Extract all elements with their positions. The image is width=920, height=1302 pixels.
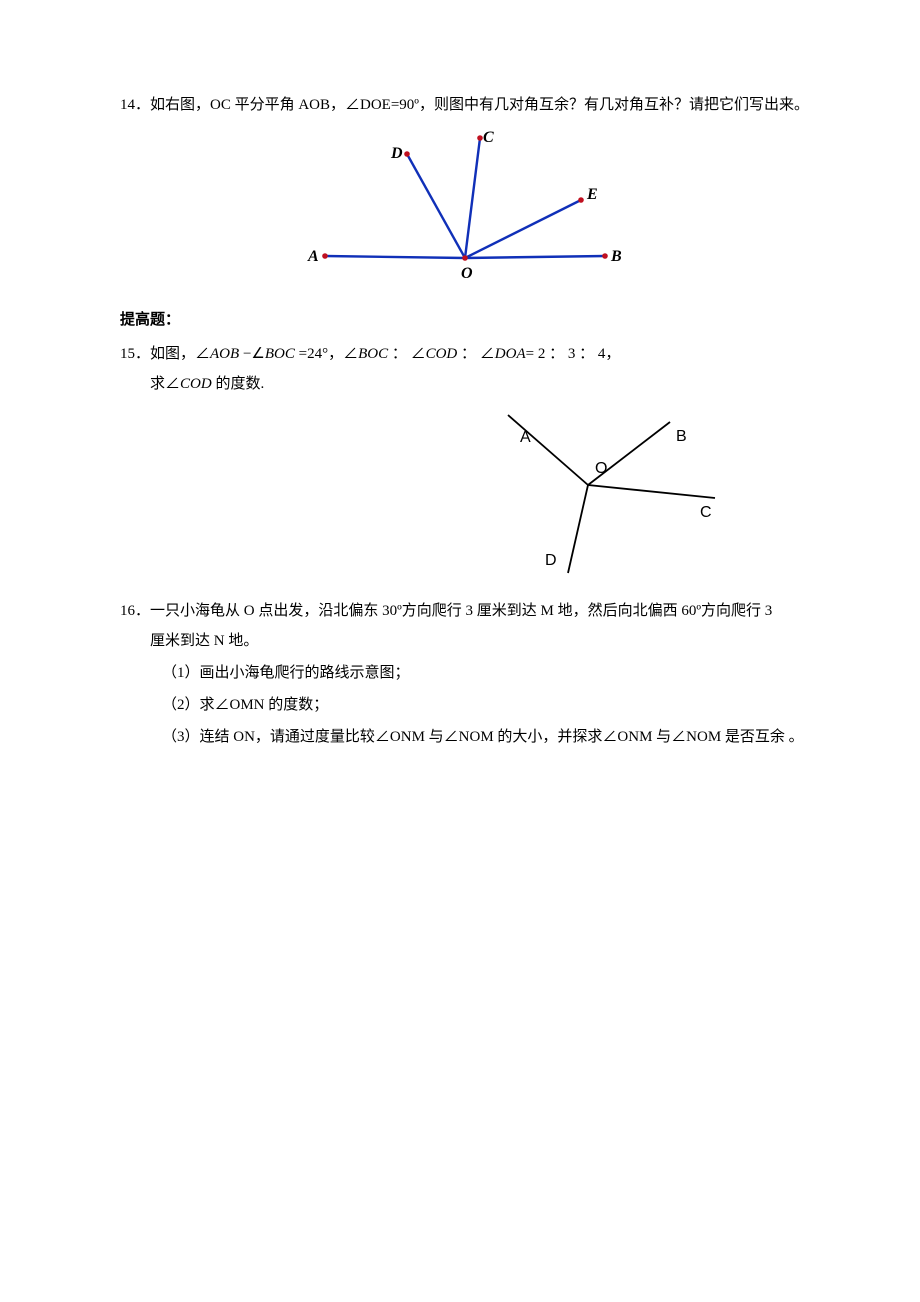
svg-text:B: B <box>610 248 622 265</box>
question-14: 14．如右图，OC 平分平角 AOB，∠DOE=90º，则图中有几对角互余？有几… <box>120 90 810 120</box>
q15-t5: ： ∠ <box>457 346 495 362</box>
q15-line1: 15．如图，∠AOB −∠BOC =24°，∠BOC ： ∠COD ： ∠DOA… <box>120 339 810 369</box>
figure-15: A B C D O <box>120 405 810 586</box>
q15-aob: AOB <box>210 346 239 362</box>
q15-line2: 求∠COD 的度数. <box>120 369 810 399</box>
question-15: 15．如图，∠AOB −∠BOC =24°，∠BOC ： ∠COD ： ∠DOA… <box>120 339 810 399</box>
q16-sub1: （1）画出小海龟爬行的路线示意图； <box>120 658 810 688</box>
svg-text:C: C <box>483 130 494 146</box>
q15-l2t2: 的度数. <box>212 376 265 392</box>
q15-t6: = 2 ： 3 ： 4， <box>526 346 621 362</box>
q15-boc2: BOC <box>358 346 388 362</box>
svg-text:O: O <box>595 460 607 477</box>
q15-doa: DOA <box>495 346 526 362</box>
q16-sub2: （2）求∠OMN 的度数； <box>120 690 810 720</box>
svg-text:A: A <box>307 248 319 265</box>
svg-text:C: C <box>700 504 712 521</box>
q14-text: 14．如右图，OC 平分平角 AOB，∠DOE=90º，则图中有几对角互余？有几… <box>120 97 809 113</box>
q15-t3: =24°，∠ <box>295 346 358 362</box>
q15-t4: ： ∠ <box>388 346 426 362</box>
question-16: 16．一只小海龟从 O 点出发，沿北偏东 30º方向爬行 3 厘米到达 M 地，… <box>120 596 810 752</box>
q16-line1: 16．一只小海龟从 O 点出发，沿北偏东 30º方向爬行 3 厘米到达 M 地，… <box>120 596 810 626</box>
svg-text:D: D <box>390 145 403 162</box>
svg-text:A: A <box>520 429 531 446</box>
figure-14-svg: O A B C D E <box>305 130 625 290</box>
q15-l2cod: COD <box>180 376 212 392</box>
q15-boc1: BOC <box>265 346 295 362</box>
svg-text:E: E <box>586 186 598 203</box>
figure-14: O A B C D E <box>120 130 810 301</box>
svg-text:B: B <box>676 428 687 445</box>
q16-sub3: （3）连结 ON，请通过度量比较∠ONM 与∠NOM 的大小，并探求∠ONM 与… <box>120 722 810 752</box>
q16-line1b: 厘米到达 N 地。 <box>120 626 810 656</box>
figure-15-svg: A B C D O <box>460 405 720 575</box>
svg-text:O: O <box>461 265 473 282</box>
svg-text:D: D <box>545 552 557 569</box>
section-header: 提高题： <box>120 305 810 335</box>
q15-t2: −∠ <box>239 346 265 362</box>
q15-l2t1: 求∠ <box>150 376 180 392</box>
q15-t1: 15．如图，∠ <box>120 346 210 362</box>
q15-cod: COD <box>426 346 458 362</box>
